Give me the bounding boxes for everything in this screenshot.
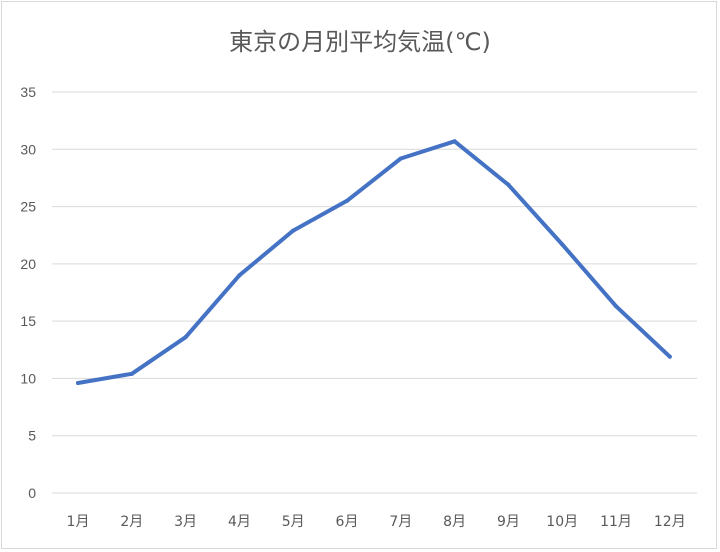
x-tick-label: 6月	[336, 514, 359, 530]
y-tick-label: 0	[28, 485, 36, 501]
data-point	[183, 335, 188, 340]
data-point	[237, 273, 242, 278]
x-tick-label: 4月	[228, 514, 251, 530]
x-tick-label: 9月	[497, 514, 520, 530]
data-point	[345, 198, 349, 203]
x-tick-label: 2月	[120, 514, 143, 530]
series-layer	[76, 139, 672, 386]
y-tick-label: 10	[20, 370, 36, 386]
data-point	[76, 381, 80, 386]
y-tick-label: 30	[20, 141, 36, 157]
y-tick-label: 25	[20, 199, 36, 215]
y-tick-label: 35	[20, 84, 36, 100]
series-line	[76, 139, 672, 385]
data-point	[291, 228, 296, 233]
x-tick-label: 5月	[282, 514, 305, 530]
data-point	[129, 371, 134, 376]
gridlines	[52, 91, 697, 494]
x-tick-label: 7月	[389, 514, 412, 530]
x-tick-label: 8月	[443, 514, 466, 530]
data-point	[506, 182, 511, 187]
x-tick-label: 3月	[174, 514, 197, 530]
data-point	[398, 156, 403, 161]
data-point	[560, 242, 565, 247]
y-axis-ticks: 0 5 10 15 20 25 30 35	[20, 84, 36, 501]
x-tick-label: 1月	[67, 514, 90, 530]
x-tick-label: 12月	[654, 514, 686, 530]
x-tick-label: 11月	[600, 514, 632, 530]
data-point	[614, 304, 618, 309]
data-point	[667, 354, 672, 359]
data-point	[452, 139, 457, 144]
y-tick-label: 15	[20, 313, 36, 329]
y-tick-label: 20	[20, 256, 36, 272]
x-tick-label: 10月	[546, 514, 578, 530]
y-tick-label: 5	[28, 428, 36, 444]
chart-title: 東京の月別平均気温(℃)	[229, 28, 491, 56]
x-axis-ticks: 1月 2月 3月 4月 5月 6月 7月 8月 9月 10月 11月 12月	[67, 514, 686, 530]
